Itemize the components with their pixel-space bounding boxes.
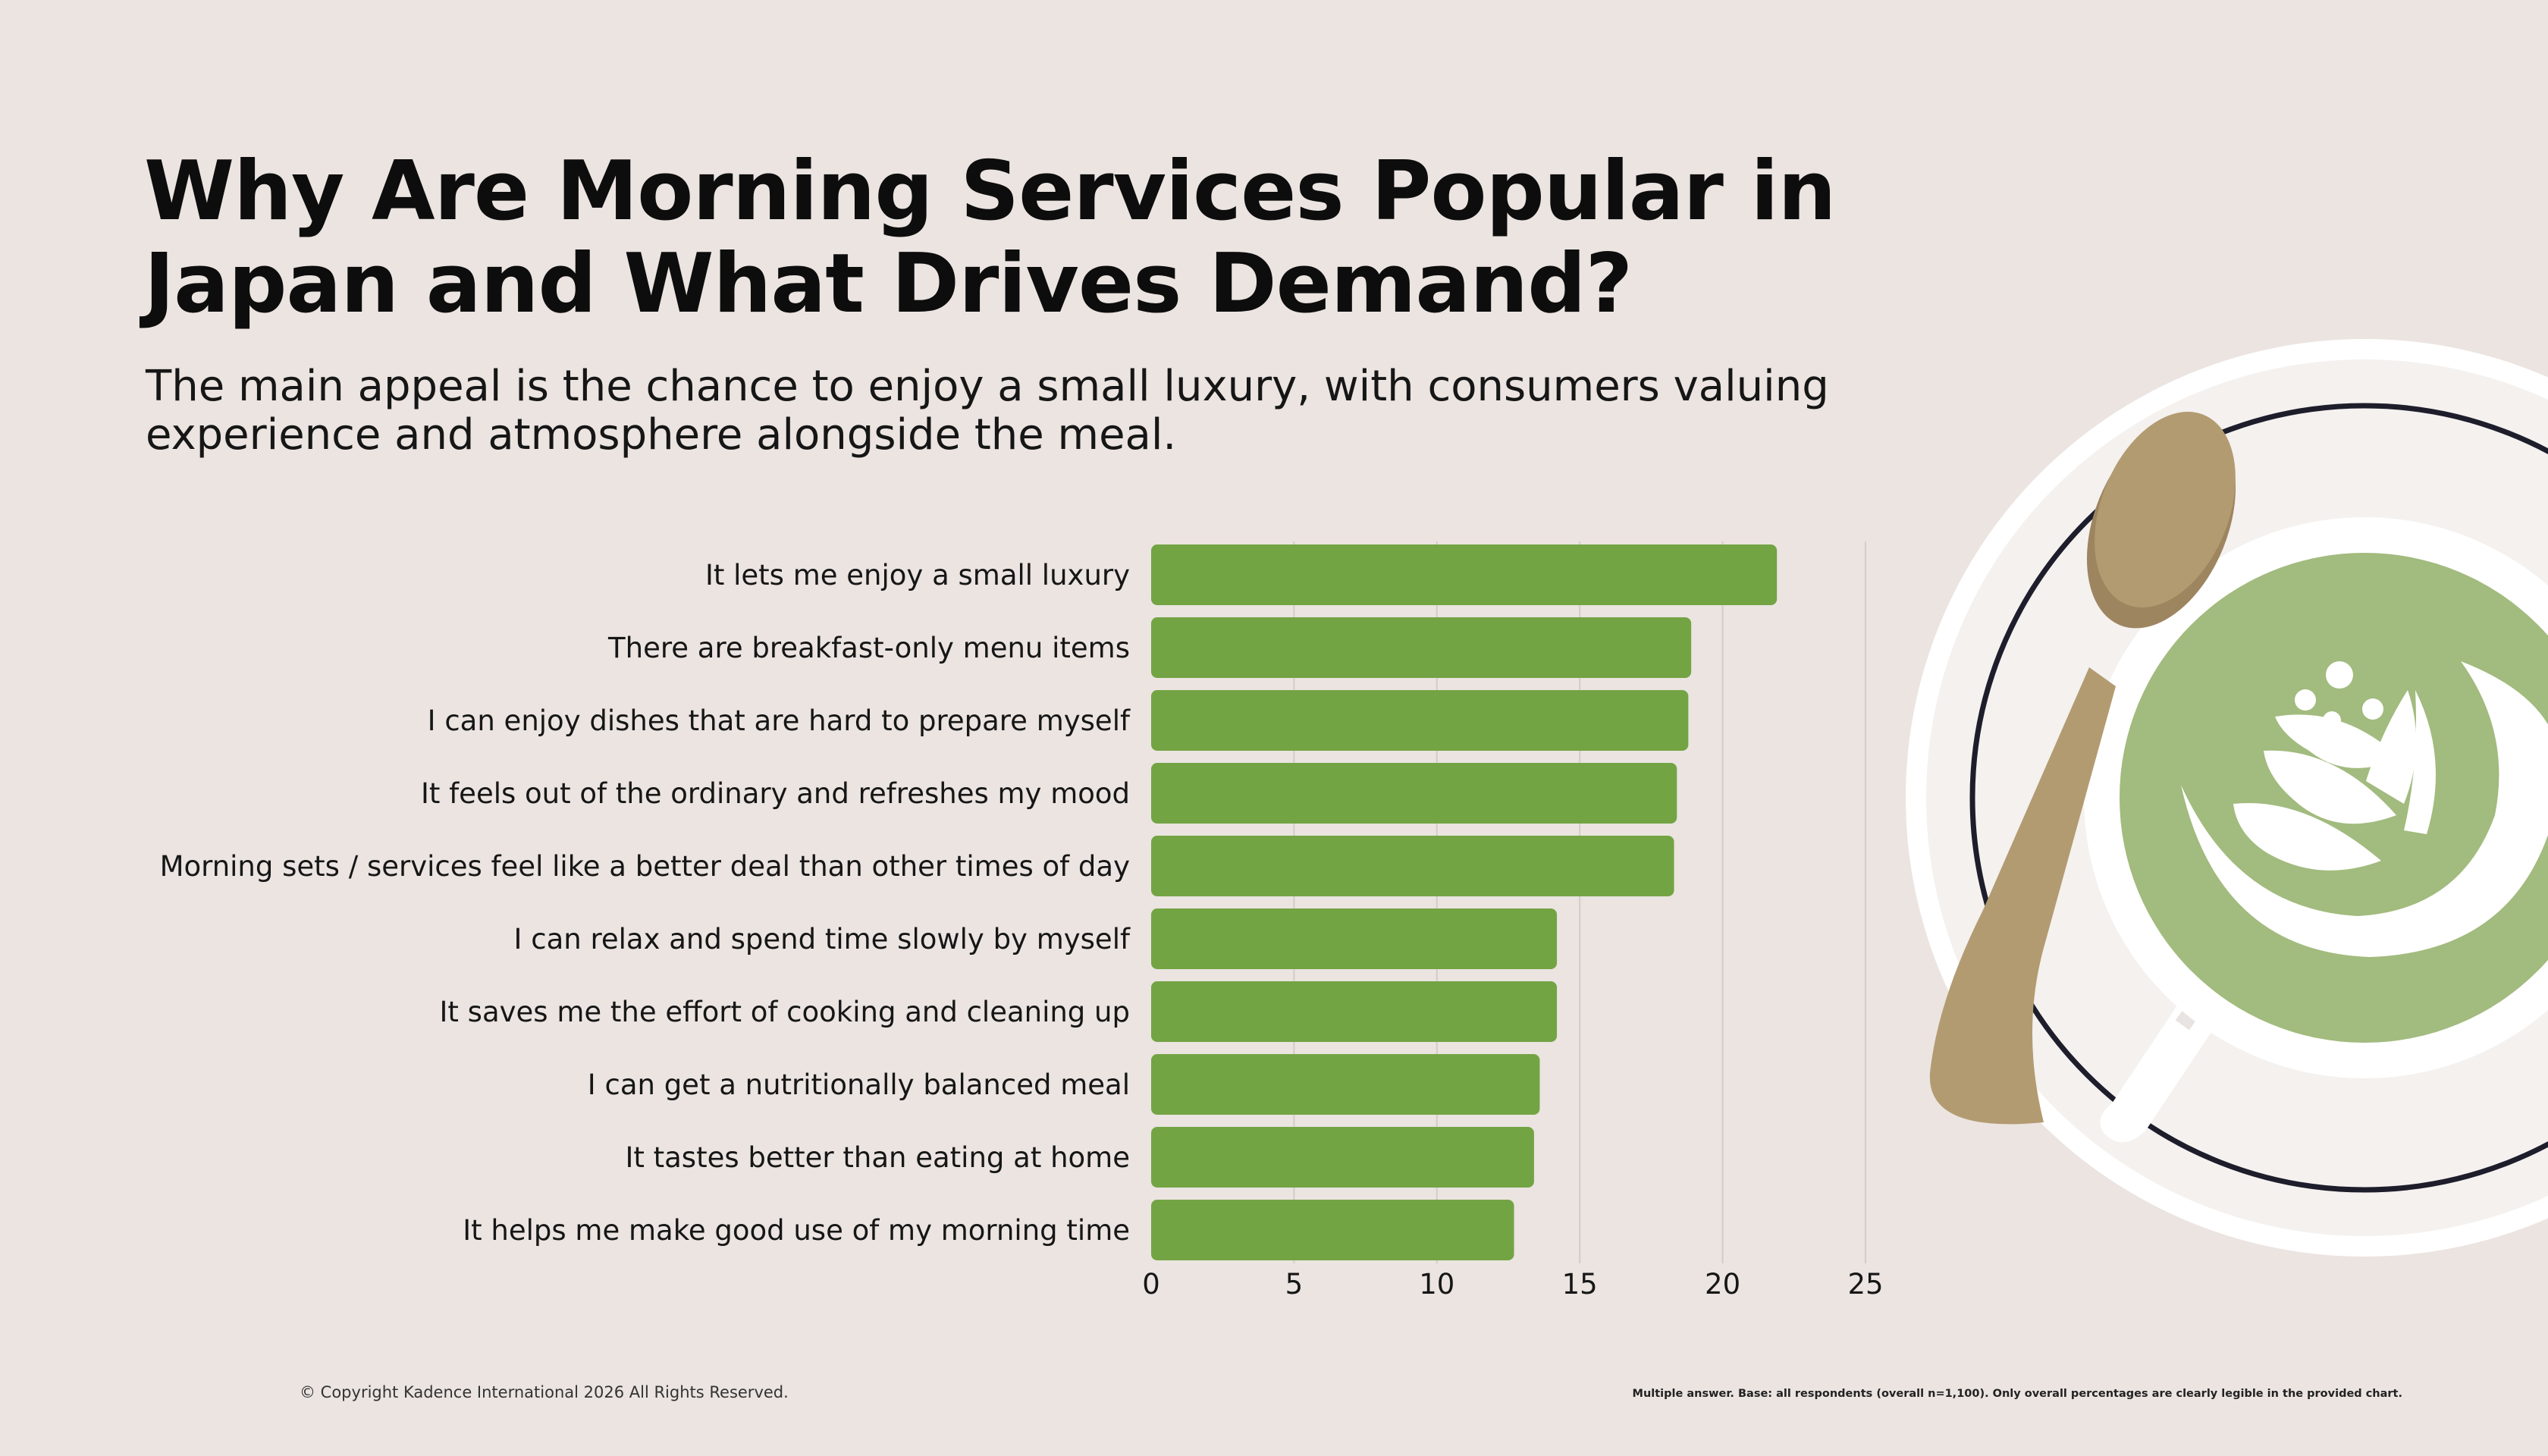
latte-cup-with-spoon-icon	[1906, 339, 2548, 1257]
copyright-notice: © Copyright Kadence International 2026 A…	[300, 1383, 789, 1401]
page-title: Why Are Morning Services Popular in Japa…	[144, 144, 1836, 331]
x-tick-label: 20	[1705, 1268, 1740, 1301]
page-subtitle: The main appeal is the chance to enjoy a…	[146, 362, 1829, 460]
bar	[1151, 690, 1689, 751]
x-tick-label: 0	[1142, 1268, 1160, 1301]
category-label: I can get a nutritionally balanced meal	[588, 1068, 1130, 1101]
chart-category-labels: It lets me enjoy a small luxury There are…	[160, 559, 1131, 1247]
x-tick-label: 5	[1285, 1268, 1304, 1301]
bar	[1151, 1200, 1514, 1260]
category-label: It lets me enjoy a small luxury	[705, 559, 1130, 592]
category-label: I can relax and spend time slowly by mys…	[514, 923, 1131, 956]
category-label: I can enjoy dishes that are hard to prep…	[428, 704, 1131, 737]
category-label: It saves me the effort of cooking and cl…	[440, 996, 1131, 1028]
bar	[1151, 763, 1677, 824]
bar	[1151, 617, 1692, 678]
chart-bars	[1151, 544, 1778, 1260]
x-tick-label: 10	[1419, 1268, 1454, 1301]
bar	[1151, 1127, 1534, 1188]
bar	[1151, 544, 1778, 605]
x-tick-label: 25	[1847, 1268, 1883, 1301]
bar	[1151, 1054, 1540, 1115]
category-label: It tastes better than eating at home	[625, 1141, 1130, 1174]
bar	[1151, 836, 1674, 896]
x-tick-label: 15	[1562, 1268, 1598, 1301]
footnote: Multiple answer. Base: all respondents (…	[1632, 1388, 2402, 1400]
bar	[1151, 981, 1558, 1042]
category-label: Morning sets / services feel like a bett…	[160, 850, 1130, 883]
category-label: There are breakfast-only menu items	[607, 632, 1130, 664]
bar	[1151, 908, 1558, 969]
bar-chart: It lets me enjoy a small luxury There are…	[160, 541, 1884, 1301]
category-label: It helps me make good use of my morning …	[463, 1214, 1130, 1247]
chart-x-axis-ticks: 0 5 10 15 20 25	[1142, 1268, 1883, 1301]
category-label: It feels out of the ordinary and refresh…	[421, 777, 1130, 810]
